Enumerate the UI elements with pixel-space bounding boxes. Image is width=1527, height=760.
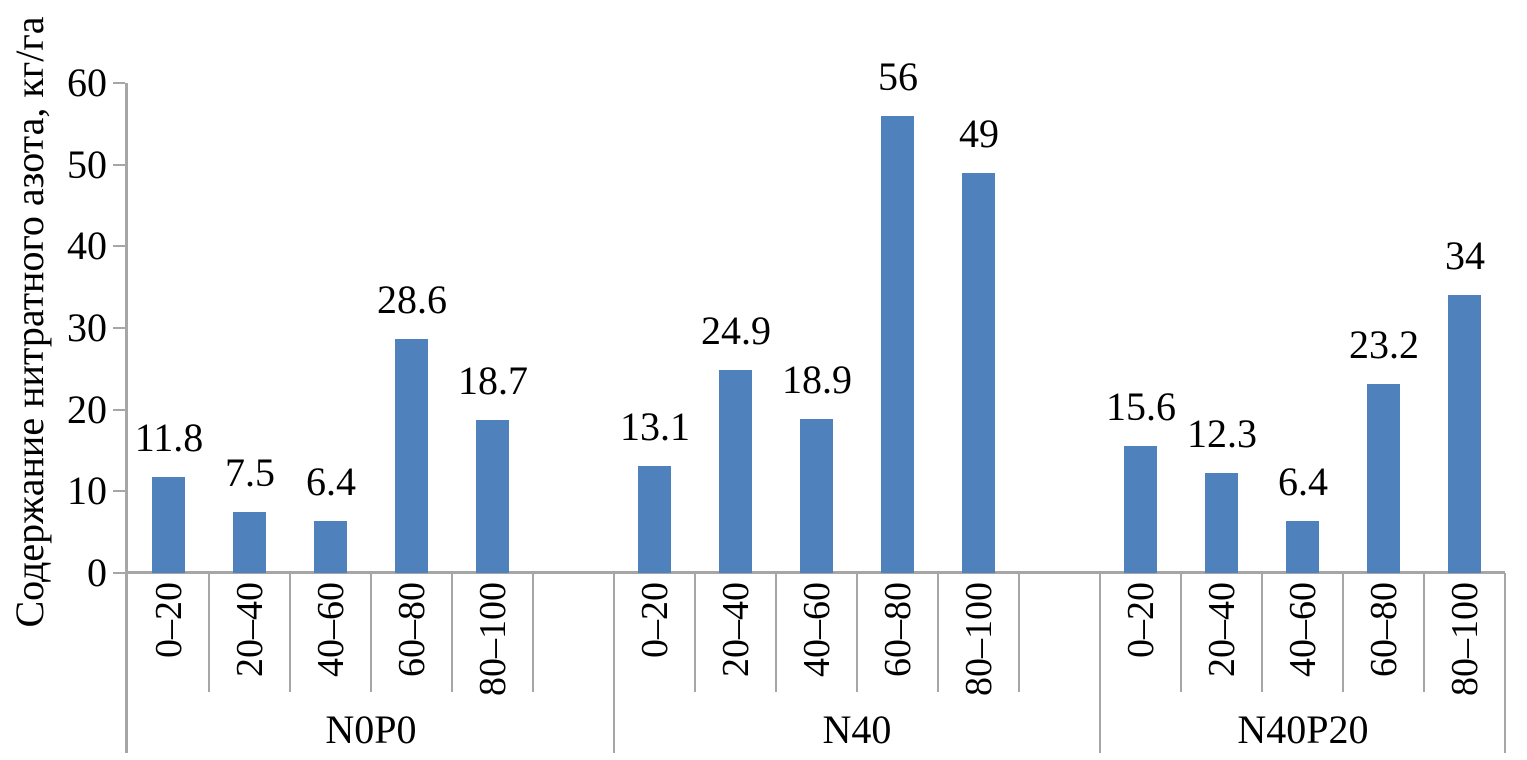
category-label: 40–60 [796,582,838,677]
category-separator [937,573,939,692]
category-separator [1342,573,1344,692]
bar [314,521,347,573]
bar [800,419,833,573]
group-label: N40P20 [1237,707,1369,752]
y-tick [113,163,125,166]
bar [233,512,266,573]
bar [1367,384,1400,573]
y-tick [113,82,125,84]
y-tick-label: 60 [67,60,107,105]
category-label: 20–40 [229,582,271,677]
category-separator [532,573,534,692]
category-separator [370,573,372,692]
category-label: 80–100 [1444,582,1486,696]
category-label: 80–100 [958,582,1000,696]
bar-value-label: 24.9 [701,308,771,353]
bar-value-label: 34 [1445,233,1485,278]
y-tick-label: 10 [67,468,107,514]
bar [638,466,671,573]
bar-value-label: 12.3 [1187,411,1257,456]
bar-value-label: 28.6 [377,277,447,322]
category-label: 0–20 [634,582,676,658]
bar-value-label: 56 [878,54,918,99]
bar [719,370,752,573]
category-separator [451,573,453,692]
category-separator [694,573,696,692]
category-label: 0–20 [148,582,190,658]
category-separator [775,573,777,692]
bar [881,116,914,573]
bar-value-label: 18.9 [782,357,852,402]
group-label: N0P0 [325,707,417,752]
bar-value-label: 49 [959,111,999,156]
bar-value-label: 23.2 [1349,322,1419,367]
bar-value-label: 11.8 [134,415,204,460]
bar [395,339,428,573]
bar-value-label: 6.4 [1278,459,1328,504]
y-tick [113,327,125,329]
y-tick [113,245,125,248]
y-tick-label: 20 [67,386,107,432]
y-tick-label: 50 [67,141,107,187]
category-separator [1423,573,1425,692]
category-label: 80–100 [472,582,514,696]
category-label: 0–20 [1120,582,1162,658]
y-tick [113,408,125,411]
bar [962,173,995,573]
y-tick [113,572,125,574]
group-boundary-line [1504,573,1506,753]
category-label: 60–80 [391,582,433,677]
category-separator [856,573,858,692]
bar-value-label: 6.4 [306,459,356,504]
category-label: 40–60 [310,582,352,677]
group-boundary-line [613,573,615,753]
category-separator [1180,573,1182,692]
category-label: 60–80 [877,582,919,677]
bar-value-label: 18.7 [458,358,528,403]
group-boundary-line [1099,573,1101,753]
bar [152,477,185,573]
bar-value-label: 13.1 [620,404,690,449]
bar [476,420,509,573]
y-tick [113,490,125,493]
bar [1124,446,1157,573]
category-separator [1018,573,1020,692]
y-tick-label: 40 [67,223,107,269]
category-label: 20–40 [715,582,757,677]
group-label: N40 [822,707,892,752]
category-separator [208,573,210,692]
category-separator [1261,573,1263,692]
bar [1286,521,1319,573]
bar [1205,473,1238,573]
category-label: 60–80 [1363,582,1405,677]
y-tick-label: 0 [87,550,107,595]
y-axis-line [125,83,128,753]
category-separator [289,573,291,692]
category-label: 40–60 [1282,582,1324,677]
bar-value-label: 15.6 [1106,384,1176,429]
y-tick-label: 30 [67,305,107,350]
category-label: 20–40 [1201,582,1243,677]
bar [1448,295,1481,573]
bar-value-label: 7.5 [225,450,275,495]
